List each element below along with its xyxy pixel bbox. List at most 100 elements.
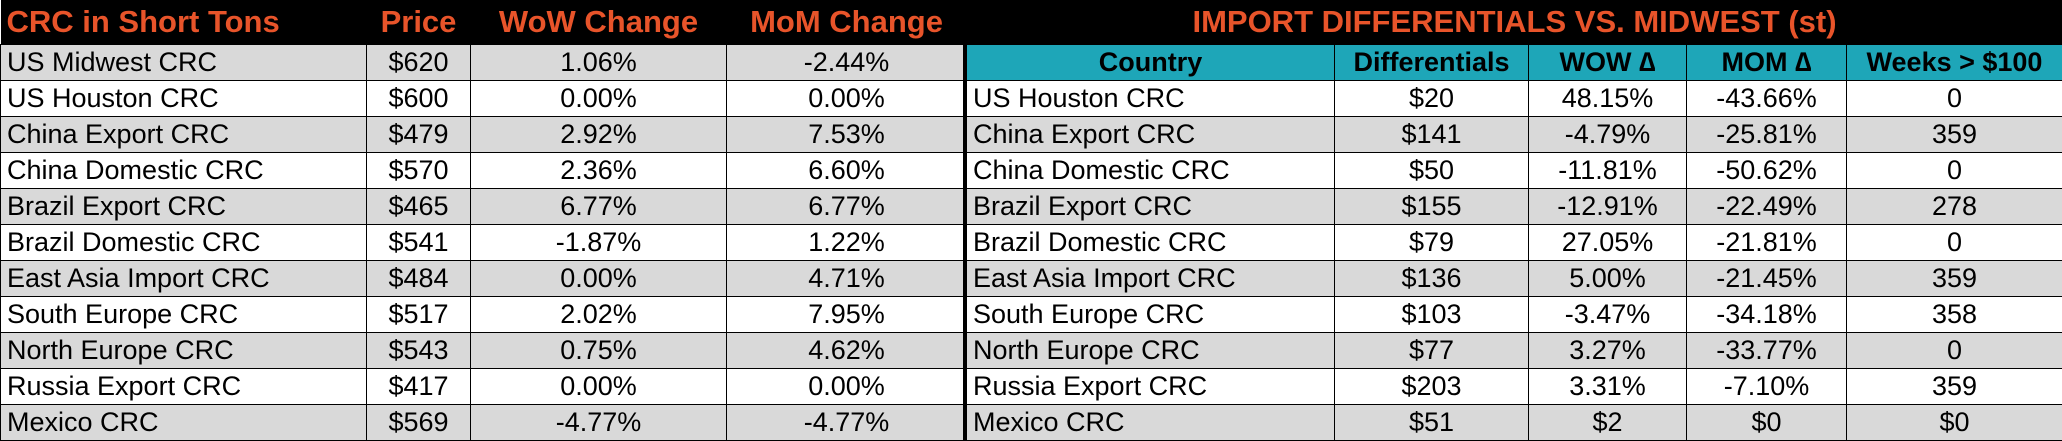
table-cell: -21.45% xyxy=(1687,261,1847,297)
table-cell: $103 xyxy=(1335,297,1529,333)
crc-price-row: Mexico CRC$569-4.77%-4.77% xyxy=(1,405,967,441)
table-cell: -33.77% xyxy=(1687,333,1847,369)
table-cell: $203 xyxy=(1335,369,1529,405)
table-cell: $543 xyxy=(367,333,471,369)
table-cell: 0.00% xyxy=(471,261,727,297)
row-label: Russia Export CRC xyxy=(967,369,1335,405)
table-cell: 7.53% xyxy=(727,117,967,153)
table-cell: $141 xyxy=(1335,117,1529,153)
row-label: China Export CRC xyxy=(1,117,367,153)
table-cell: $620 xyxy=(367,45,471,81)
differential-row: China Export CRC$141-4.79%-25.81%359 xyxy=(967,117,2062,153)
table-cell: -4.77% xyxy=(471,405,727,441)
column-header-crc: CRC in Short Tons xyxy=(1,0,367,45)
row-label: Brazil Domestic CRC xyxy=(1,225,367,261)
row-label: US Houston CRC xyxy=(967,81,1335,117)
differential-row: China Domestic CRC$50-11.81%-50.62%0 xyxy=(967,153,2062,189)
table-cell: -4.79% xyxy=(1529,117,1687,153)
crc-price-header-row: CRC in Short Tons Price WoW Change MoM C… xyxy=(1,0,967,45)
table-cell: $600 xyxy=(367,81,471,117)
table-cell: 7.95% xyxy=(727,297,967,333)
table-cell: -4.77% xyxy=(727,405,967,441)
table-cell: -43.66% xyxy=(1687,81,1847,117)
column-header-wow: WoW Change xyxy=(471,0,727,45)
differentials-header-row: Country Differentials WOW ∆ MOM ∆ Weeks … xyxy=(967,45,2062,81)
table-cell: 1.22% xyxy=(727,225,967,261)
table-cell: -21.81% xyxy=(1687,225,1847,261)
table-cell: 359 xyxy=(1847,261,2062,297)
table-cell: $50 xyxy=(1335,153,1529,189)
table-cell: 3.27% xyxy=(1529,333,1687,369)
table-cell: 6.77% xyxy=(471,189,727,225)
table-cell: $484 xyxy=(367,261,471,297)
column-header-mom-delta: MOM ∆ xyxy=(1687,45,1847,81)
column-header-price: Price xyxy=(367,0,471,45)
row-label: Mexico CRC xyxy=(967,405,1335,441)
row-label: North Europe CRC xyxy=(967,333,1335,369)
table-cell: 0.00% xyxy=(727,81,967,117)
table-cell: $20 xyxy=(1335,81,1529,117)
differentials-title: IMPORT DIFFERENTIALS VS. MIDWEST (st) xyxy=(967,0,2062,45)
row-label: Russia Export CRC xyxy=(1,369,367,405)
table-cell: $517 xyxy=(367,297,471,333)
row-label: Brazil Domestic CRC xyxy=(967,225,1335,261)
row-label: China Domestic CRC xyxy=(967,153,1335,189)
row-label: East Asia Import CRC xyxy=(1,261,367,297)
table-cell: 0 xyxy=(1847,81,2062,117)
table-cell: -1.87% xyxy=(471,225,727,261)
table-cell: 278 xyxy=(1847,189,2062,225)
table-cell: 0.00% xyxy=(471,369,727,405)
table-cell: -3.47% xyxy=(1529,297,1687,333)
table-cell: $541 xyxy=(367,225,471,261)
row-label: Mexico CRC xyxy=(1,405,367,441)
table-cell: 0 xyxy=(1847,225,2062,261)
table-cell: $570 xyxy=(367,153,471,189)
table-cell: $155 xyxy=(1335,189,1529,225)
table-cell: $569 xyxy=(367,405,471,441)
table-cell: 6.60% xyxy=(727,153,967,189)
table-cell: 0 xyxy=(1847,333,2062,369)
column-header-weeks-over-100: Weeks > $100 xyxy=(1847,45,2062,81)
table-cell: $417 xyxy=(367,369,471,405)
differential-row: South Europe CRC$103-3.47%-34.18%358 xyxy=(967,297,2062,333)
table-cell: -22.49% xyxy=(1687,189,1847,225)
table-cell: -7.10% xyxy=(1687,369,1847,405)
table-cell: 27.05% xyxy=(1529,225,1687,261)
table-cell: 359 xyxy=(1847,369,2062,405)
table-cell: 358 xyxy=(1847,297,2062,333)
table-cell: 3.31% xyxy=(1529,369,1687,405)
table-cell: 359 xyxy=(1847,117,2062,153)
table-cell: -11.81% xyxy=(1529,153,1687,189)
differential-row: Mexico CRC$51$2$0$0 xyxy=(967,405,2062,441)
table-cell: 2.02% xyxy=(471,297,727,333)
row-label: US Midwest CRC xyxy=(1,45,367,81)
table-cell: 5.00% xyxy=(1529,261,1687,297)
table-cell: 0.00% xyxy=(471,81,727,117)
table-cell: 4.71% xyxy=(727,261,967,297)
table-cell: $0 xyxy=(1847,405,2062,441)
table-cell: 0.00% xyxy=(727,369,967,405)
table-cell: 48.15% xyxy=(1529,81,1687,117)
table-cell: 1.06% xyxy=(471,45,727,81)
table-cell: -2.44% xyxy=(727,45,967,81)
table-cell: $136 xyxy=(1335,261,1529,297)
table-cell: 6.77% xyxy=(727,189,967,225)
row-label: North Europe CRC xyxy=(1,333,367,369)
row-label: US Houston CRC xyxy=(1,81,367,117)
row-label: South Europe CRC xyxy=(967,297,1335,333)
row-label: Brazil Export CRC xyxy=(967,189,1335,225)
table-cell: -25.81% xyxy=(1687,117,1847,153)
